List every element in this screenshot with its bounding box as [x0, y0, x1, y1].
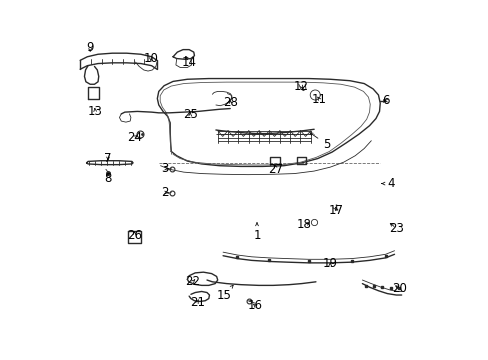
Text: 19: 19: [322, 257, 337, 270]
Text: 7: 7: [104, 152, 112, 165]
Text: 3: 3: [161, 162, 168, 175]
Text: 10: 10: [143, 52, 158, 65]
Text: 6: 6: [381, 94, 388, 107]
Text: 13: 13: [87, 105, 102, 118]
Text: 14: 14: [181, 55, 196, 69]
Text: 22: 22: [185, 275, 200, 288]
Text: 21: 21: [189, 296, 204, 309]
Text: 2: 2: [161, 186, 168, 199]
Text: 17: 17: [328, 204, 344, 217]
Text: 18: 18: [297, 218, 311, 231]
Text: 9: 9: [86, 41, 94, 54]
Text: 1: 1: [253, 223, 260, 242]
Text: 12: 12: [294, 80, 308, 93]
Text: 28: 28: [223, 96, 237, 109]
Text: 25: 25: [183, 108, 197, 121]
Text: 27: 27: [268, 163, 283, 176]
Text: 4: 4: [381, 177, 394, 190]
Text: 5: 5: [309, 133, 330, 151]
Text: 23: 23: [388, 222, 403, 235]
Text: 26: 26: [127, 229, 142, 242]
Text: 8: 8: [104, 172, 111, 185]
Text: 16: 16: [247, 299, 262, 312]
Text: 15: 15: [216, 285, 233, 302]
Text: 20: 20: [392, 283, 407, 296]
Text: 11: 11: [311, 93, 326, 106]
Text: 24: 24: [127, 131, 142, 144]
